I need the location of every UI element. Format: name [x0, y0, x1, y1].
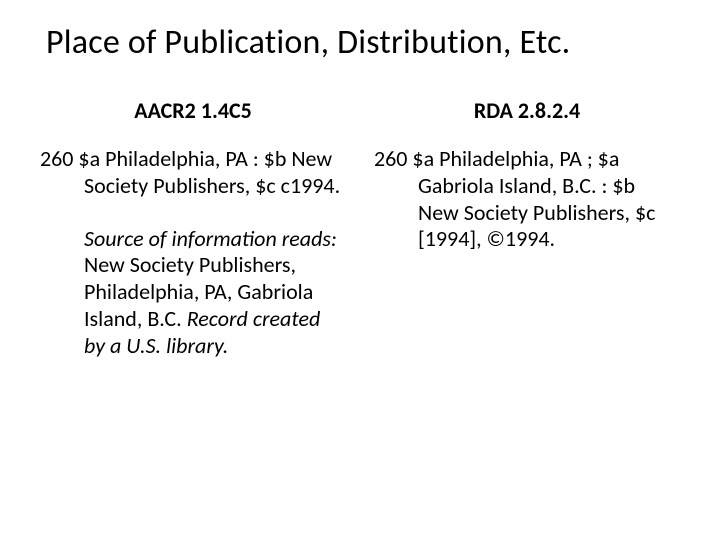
source-lead: Source of information reads: [84, 225, 337, 252]
left-source: Source of information reads: New Society… [40, 226, 346, 360]
right-column: RDA 2.8.2.4 260 $a Philadelphia, PA ; $a… [374, 97, 680, 360]
left-entry: 260 $a Philadelphia, PA : $b New Society… [40, 146, 346, 200]
columns: AACR2 1.4C5 260 $a Philadelphia, PA : $b… [40, 97, 680, 360]
right-entry: 260 $a Philadelphia, PA ; $a Gabriola Is… [374, 146, 680, 253]
left-heading: AACR2 1.4C5 [40, 97, 346, 124]
left-column: AACR2 1.4C5 260 $a Philadelphia, PA : $b… [40, 97, 346, 360]
slide: Place of Publication, Distribution, Etc.… [0, 0, 720, 540]
slide-title: Place of Publication, Distribution, Etc. [46, 22, 680, 63]
right-heading: RDA 2.8.2.4 [374, 97, 680, 124]
